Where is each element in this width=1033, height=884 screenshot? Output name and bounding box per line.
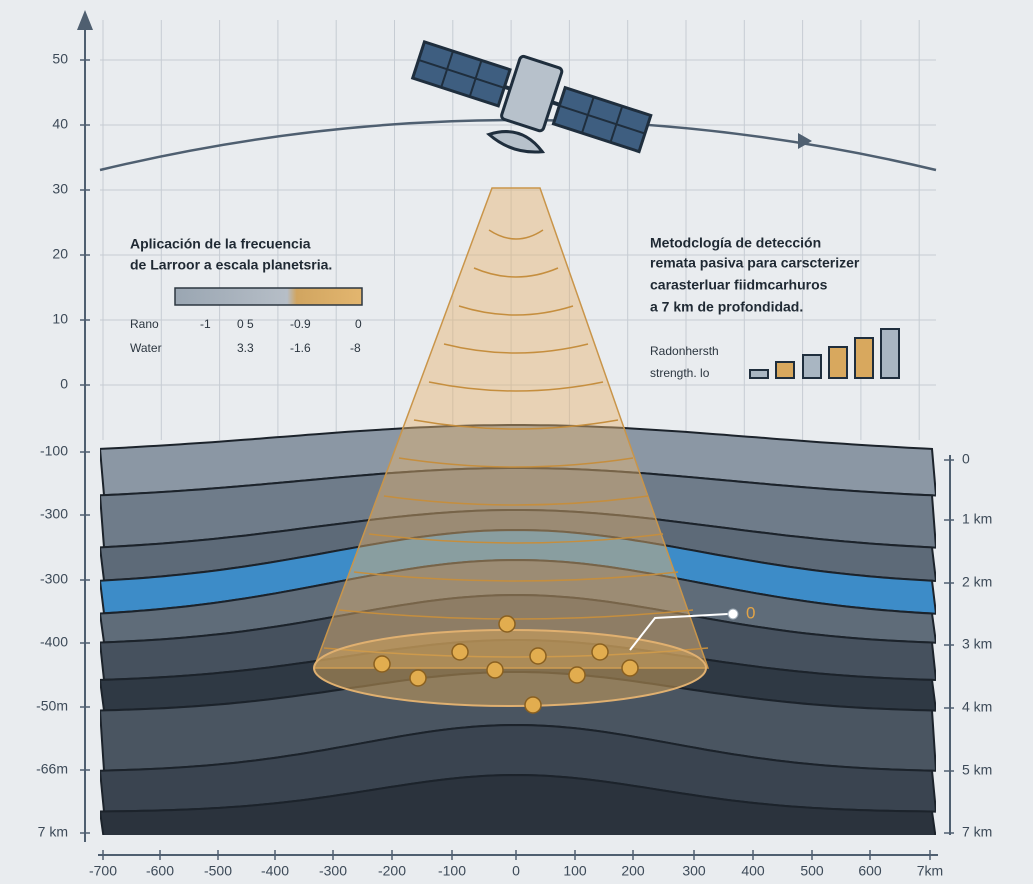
illustration: 50403020100-100-300-300-400-50m-66m7 km-… <box>0 0 1033 884</box>
x-tick-label: 400 <box>741 863 765 879</box>
y-tick-label: -50m <box>36 698 68 714</box>
y-tick-label: -400 <box>40 634 68 650</box>
legend-value: -0.9 <box>290 317 311 331</box>
legend-title: de Larroor a escala planetsria. <box>130 257 332 273</box>
legend-value: 0 <box>355 317 362 331</box>
hydrocarbon-deposit <box>622 660 638 676</box>
legend-value: 0 5 <box>237 317 254 331</box>
x-tick-label: 300 <box>682 863 706 879</box>
legend-value: -1 <box>200 317 211 331</box>
x-tick-label: 7km <box>917 863 943 879</box>
x-tick-label: -100 <box>438 863 466 879</box>
depth-label: 0 <box>962 451 970 467</box>
x-tick-label: 0 <box>512 863 520 879</box>
hydrocarbon-deposit <box>525 697 541 713</box>
x-tick-label: 500 <box>800 863 824 879</box>
hydrocarbon-deposit <box>374 656 390 672</box>
strength-bar <box>776 362 794 378</box>
depth-label: 1 km <box>962 511 992 527</box>
y-tick-label: 20 <box>52 246 68 262</box>
annotation-dot <box>728 609 738 619</box>
y-tick-label: 7 km <box>38 824 68 840</box>
hydrocarbon-deposit <box>499 616 515 632</box>
y-tick-label: 0 <box>60 376 68 392</box>
hydrocarbon-deposit <box>569 667 585 683</box>
annotation-label: 0 <box>746 603 755 622</box>
x-tick-label: -500 <box>204 863 232 879</box>
legend-value: -1.6 <box>290 341 311 355</box>
x-tick-label: -600 <box>146 863 174 879</box>
strength-label: Radonhersth <box>650 344 719 358</box>
x-tick-label: -400 <box>261 863 289 879</box>
y-tick-label: -66m <box>36 761 68 777</box>
x-tick-label: 600 <box>858 863 882 879</box>
legend-row-label: Water <box>130 341 162 355</box>
y-tick-label: 10 <box>52 311 68 327</box>
strength-bar <box>881 329 899 378</box>
hydrocarbon-deposit <box>487 662 503 678</box>
method-title: remata pasiva para carscterizer <box>650 255 860 271</box>
y-tick-label: 50 <box>52 51 68 67</box>
depth-label: 4 km <box>962 699 992 715</box>
depth-label: 5 km <box>962 762 992 778</box>
color-bar <box>175 288 362 305</box>
y-tick-label: -100 <box>40 443 68 459</box>
x-tick-label: -300 <box>319 863 347 879</box>
target-zone <box>314 630 706 706</box>
strength-bar <box>803 355 821 378</box>
x-tick-label: 100 <box>563 863 587 879</box>
depth-label: 3 km <box>962 636 992 652</box>
hydrocarbon-deposit <box>530 648 546 664</box>
y-tick-label: 40 <box>52 116 68 132</box>
x-tick-label: -700 <box>89 863 117 879</box>
hydrocarbon-deposit <box>452 644 468 660</box>
x-tick-label: -200 <box>378 863 406 879</box>
strength-bar <box>750 370 768 378</box>
hydrocarbon-deposit <box>592 644 608 660</box>
strength-label: strength. lo <box>650 366 710 380</box>
method-title: a 7 km de profondidad. <box>650 299 803 315</box>
y-tick-label: -300 <box>40 571 68 587</box>
hydrocarbon-deposit <box>410 670 426 686</box>
strength-bar <box>855 338 873 378</box>
method-title: Metodclogía de detección <box>650 235 821 251</box>
legend-title: Aplicación de la frecuencia <box>130 236 311 252</box>
legend-value: -8 <box>350 341 361 355</box>
strength-bar <box>829 347 847 378</box>
legend-row-label: Rano <box>130 317 159 331</box>
depth-label: 2 km <box>962 574 992 590</box>
legend-value: 3.3 <box>237 341 254 355</box>
depth-label: 7 km <box>962 824 992 840</box>
y-tick-label: -300 <box>40 506 68 522</box>
y-tick-label: 30 <box>52 181 68 197</box>
x-tick-label: 200 <box>621 863 645 879</box>
method-title: carasterluar fiidmcarhuros <box>650 277 828 293</box>
